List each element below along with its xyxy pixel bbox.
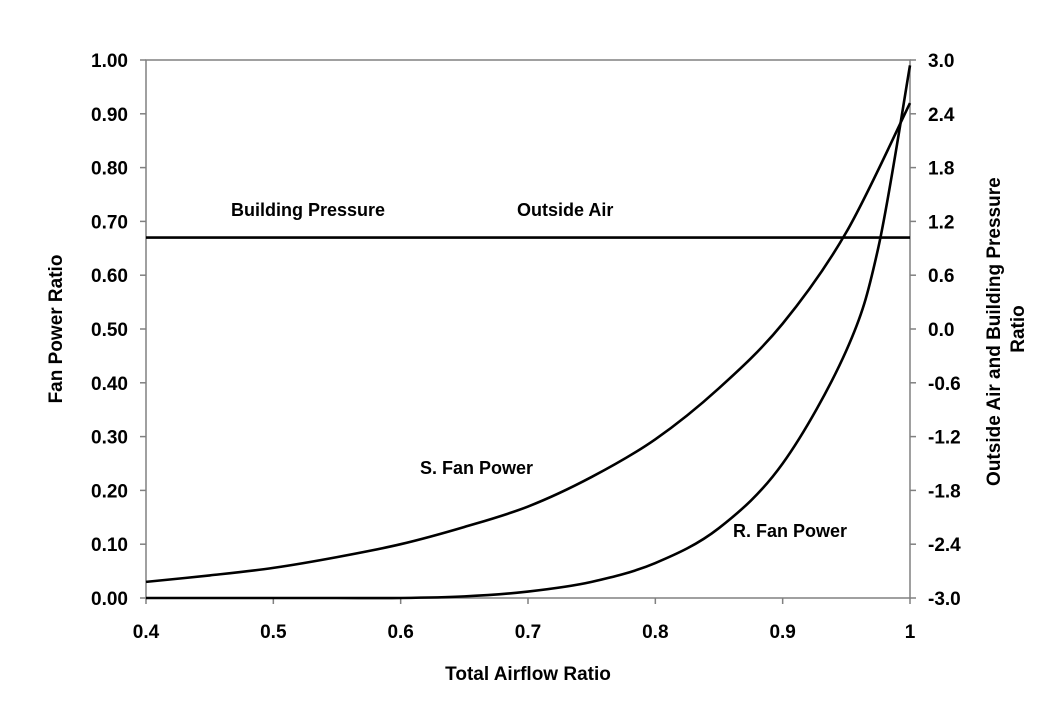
y-tick-label: 0.00 bbox=[91, 589, 128, 610]
y2-tick-label: 3.0 bbox=[928, 51, 954, 72]
y-tick-label: 0.50 bbox=[91, 320, 128, 341]
x-tick-label: 1 bbox=[905, 622, 916, 643]
x-tick-label: 0.5 bbox=[260, 622, 287, 643]
y2-tick-label: 2.4 bbox=[928, 105, 955, 126]
y-tick-label: 0.60 bbox=[91, 266, 128, 287]
plot-frame bbox=[145, 59, 911, 599]
x-axis-title: Total Airflow Ratio bbox=[445, 664, 611, 685]
y2-tick-label: 0.6 bbox=[928, 266, 954, 287]
series-layer bbox=[145, 65, 912, 600]
y2-tick-label: -2.4 bbox=[928, 535, 961, 556]
y-tick-label: 0.20 bbox=[91, 481, 128, 502]
y2-tick-label: 1.8 bbox=[928, 159, 954, 180]
y-tick-label: 0.80 bbox=[91, 159, 128, 180]
bottom-axis-ticks: 0.4 0.5 0.6 0.7 0.8 0.9 1 bbox=[133, 598, 916, 643]
y2-tick-label: -0.6 bbox=[928, 374, 961, 395]
x-tick-label: 0.4 bbox=[133, 622, 160, 643]
annotation-s-fan-power: S. Fan Power bbox=[420, 458, 533, 478]
y2-tick-label: -1.8 bbox=[928, 481, 961, 502]
series-line-s-fan-power bbox=[145, 102, 912, 584]
y2-tick-label: 0.0 bbox=[928, 320, 954, 341]
y2-axis-title-line2: Ratio bbox=[1008, 305, 1029, 353]
y2-tick-label: 1.2 bbox=[928, 212, 954, 233]
y2-tick-label: -3.0 bbox=[928, 589, 961, 610]
y-tick-label: 0.30 bbox=[91, 428, 128, 449]
y2-axis-title-line1: Outside Air and Building Pressure bbox=[984, 177, 1005, 486]
x-tick-label: 0.7 bbox=[515, 622, 541, 643]
y2-axis-title: Outside Air and Building Pressure Ratio bbox=[984, 172, 1029, 486]
y-tick-label: 0.10 bbox=[91, 535, 128, 556]
annotation-building-pressure: Building Pressure bbox=[231, 200, 385, 220]
x-tick-label: 0.8 bbox=[642, 622, 668, 643]
series-line-r-fan-power bbox=[146, 65, 912, 600]
y-axis-title: Fan Power Ratio bbox=[46, 255, 67, 404]
y-tick-label: 0.70 bbox=[91, 212, 128, 233]
annotation-outside-air: Outside Air bbox=[517, 200, 613, 220]
y-tick-label: 1.00 bbox=[91, 51, 128, 72]
left-axis-ticks: 0.00 0.10 0.20 0.30 0.40 0.50 0.60 0.70 0.80 0.90… bbox=[91, 51, 146, 610]
x-tick-label: 0.6 bbox=[387, 622, 413, 643]
right-axis-ticks: -3.0 -2.4 -1.8 -1.2 -0.6 0.0 0.6 1.2 1.8 2.4 3.0 bbox=[910, 51, 961, 610]
x-tick-label: 0.9 bbox=[769, 622, 795, 643]
annotation-r-fan-power: R. Fan Power bbox=[733, 521, 847, 541]
y-tick-label: 0.90 bbox=[91, 105, 128, 126]
y2-tick-label: -1.2 bbox=[928, 428, 961, 449]
y-tick-label: 0.40 bbox=[91, 374, 128, 395]
